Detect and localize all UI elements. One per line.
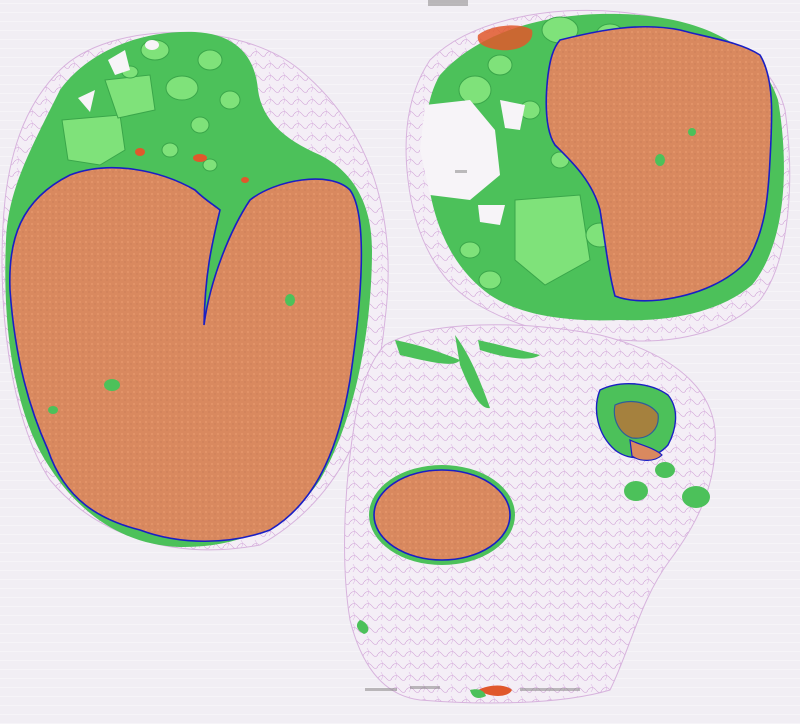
left-necrosis-spots [135,148,249,183]
top-right-tissue[interactable] [405,9,791,342]
bottom-right-tissue[interactable] [344,324,716,704]
top-right-necrosis [477,25,533,51]
left-empty-spaces [78,40,159,112]
top-right-inclusions [655,128,696,166]
bottom-stroma-mark [470,689,486,698]
scan-artifacts [365,0,580,691]
left-tumor-mass [8,166,363,543]
bottom-right-oval-tumor [373,469,511,561]
top-right-empty-spaces [420,100,525,225]
bottom-right-stroma-strands [356,335,710,634]
left-inclusions [48,294,295,414]
bottom-right-tumor-cluster [595,382,677,461]
bottom-necrosis-mark [478,685,512,696]
left-large-tissue[interactable] [1,31,389,551]
